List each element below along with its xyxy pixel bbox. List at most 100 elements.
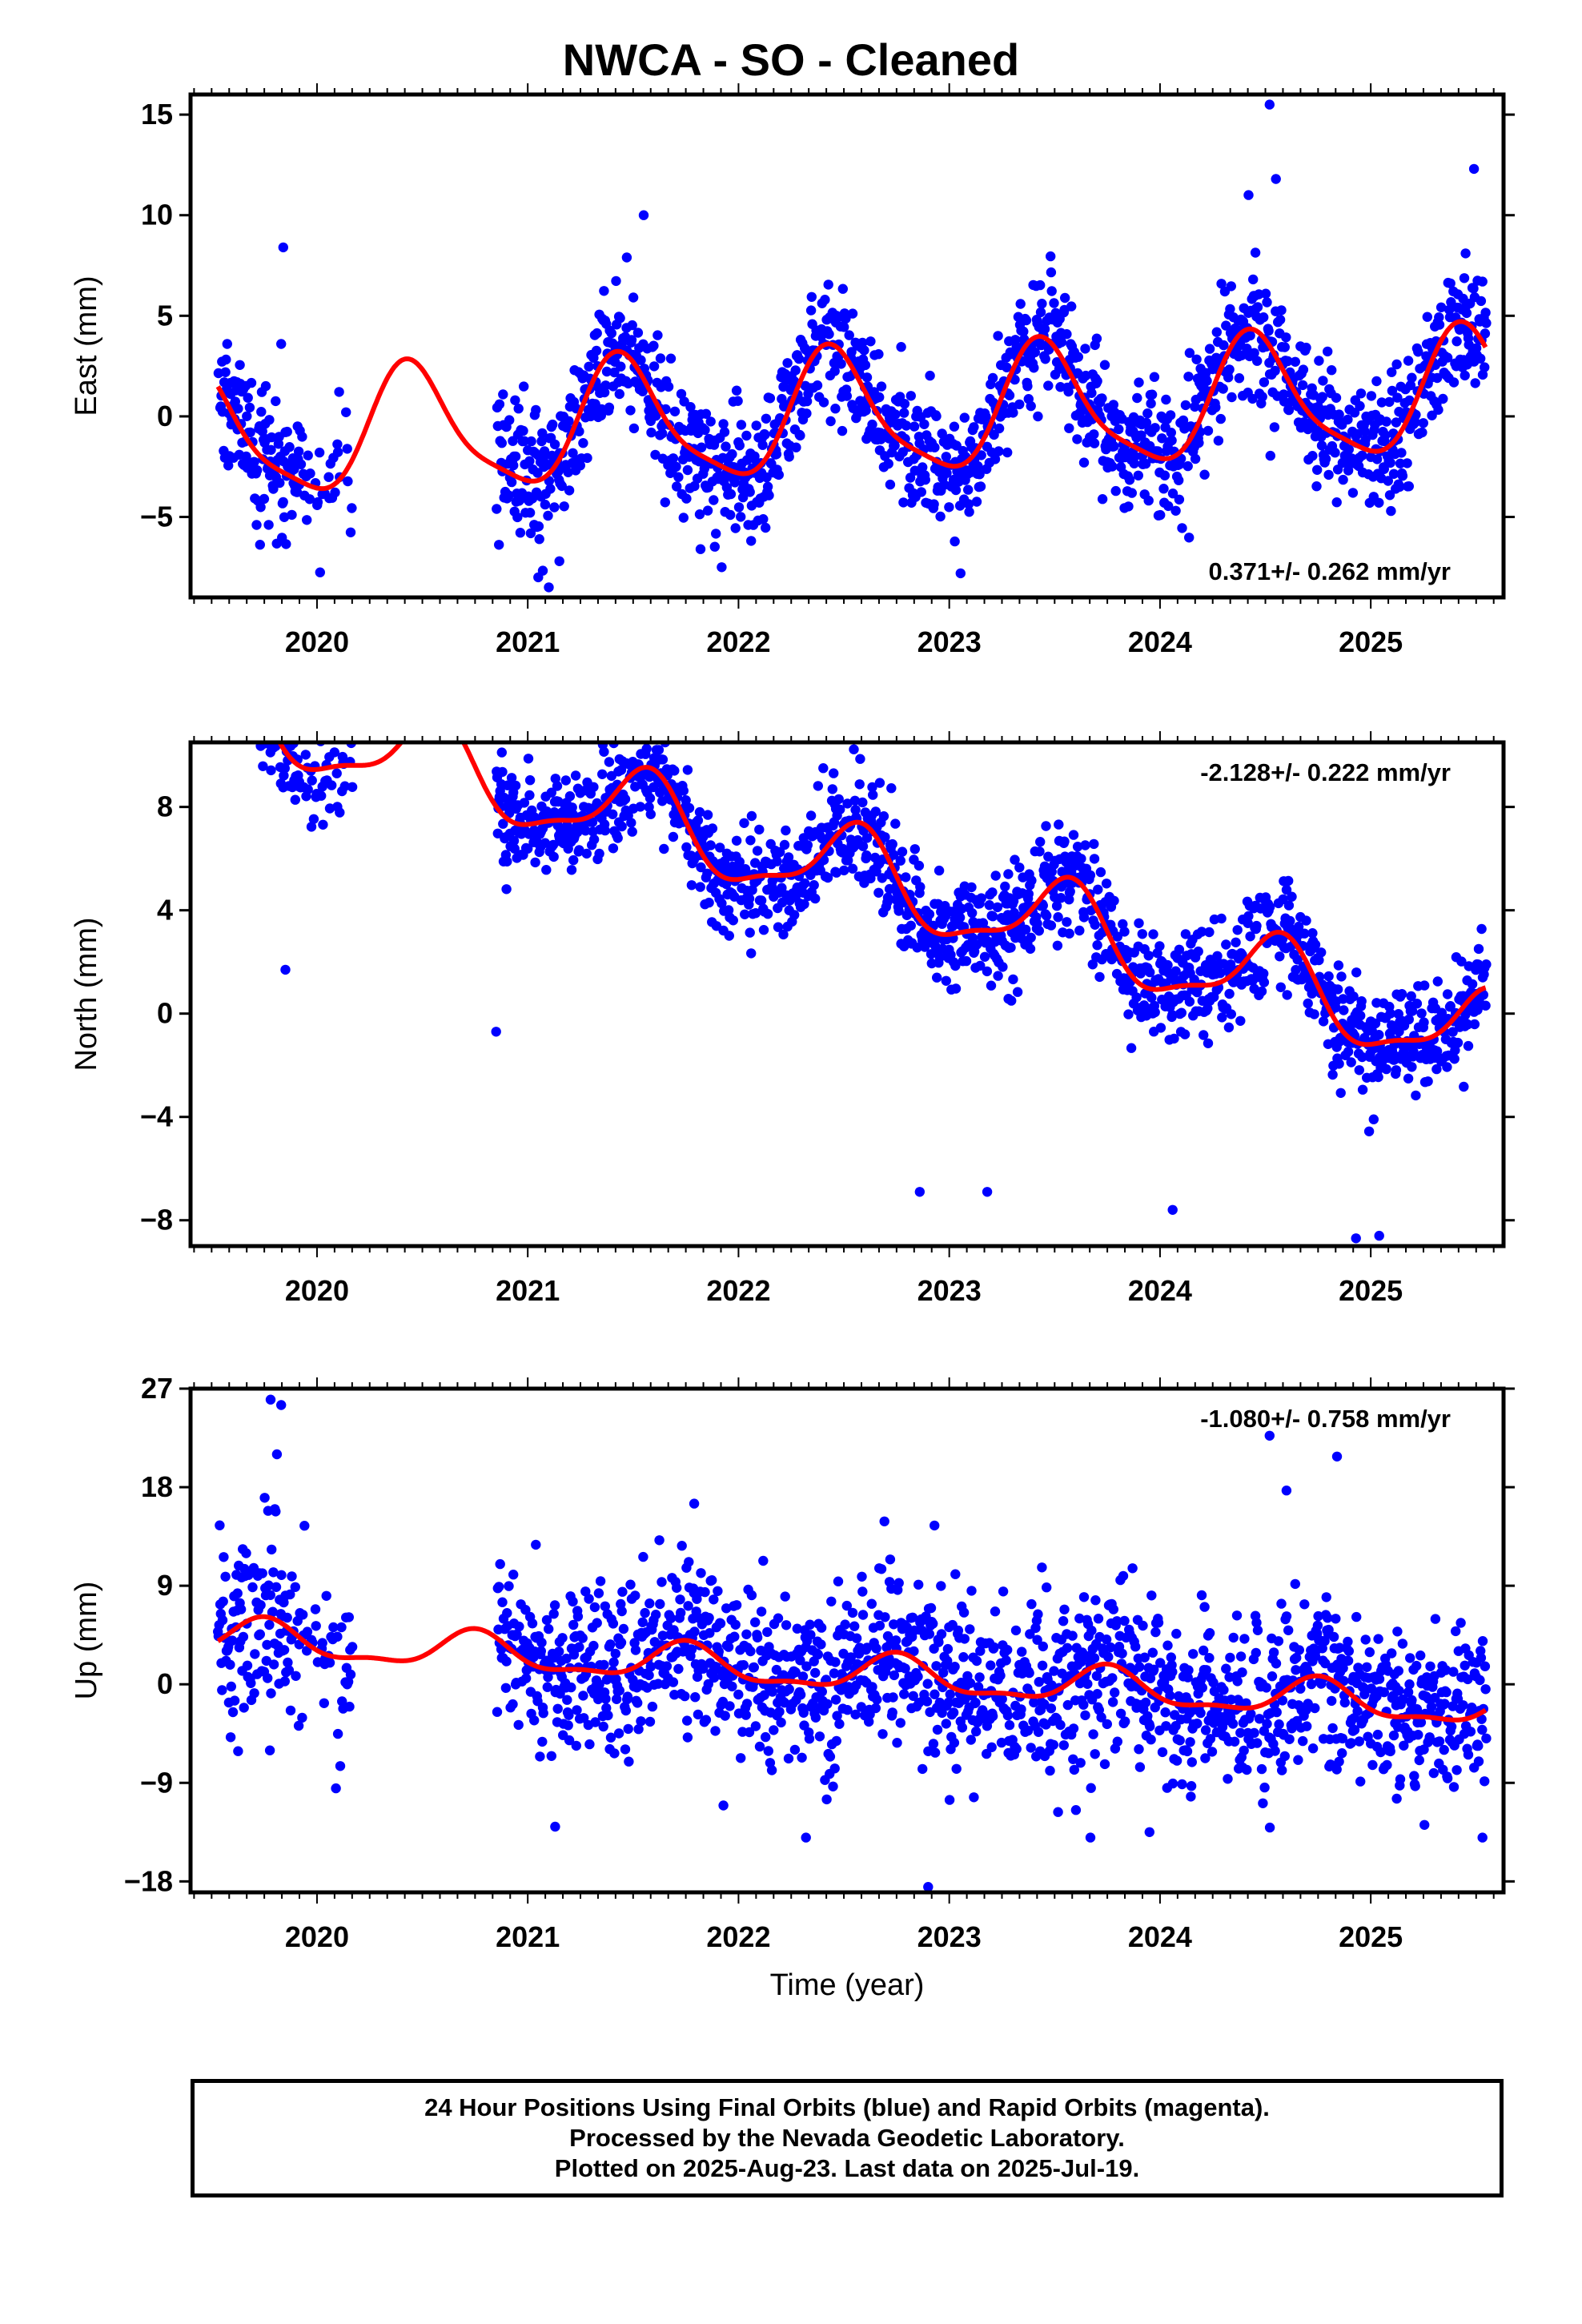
- data-point: [564, 1735, 575, 1746]
- data-point: [314, 447, 325, 458]
- data-point: [1008, 974, 1018, 985]
- data-point: [1089, 438, 1100, 448]
- data-point: [494, 399, 505, 409]
- data-point: [612, 833, 623, 843]
- data-point: [220, 367, 231, 377]
- data-point: [1035, 307, 1046, 318]
- data-point: [857, 1586, 868, 1597]
- data-point: [1338, 1663, 1348, 1674]
- data-point: [1432, 976, 1443, 987]
- data-point: [281, 539, 291, 549]
- data-point: [1092, 376, 1102, 387]
- data-point: [1226, 281, 1237, 292]
- data-point: [1232, 925, 1243, 935]
- data-point: [1094, 971, 1105, 983]
- data-point: [886, 783, 897, 794]
- y-tick-label: 5: [157, 299, 173, 332]
- data-point: [1227, 1719, 1239, 1729]
- data-point: [283, 1665, 295, 1675]
- data-point: [1188, 1649, 1199, 1659]
- data-point: [1339, 1675, 1349, 1687]
- data-point: [335, 807, 345, 818]
- data-point: [873, 349, 884, 360]
- data-point: [1112, 931, 1123, 942]
- data-point: [1218, 384, 1228, 394]
- data-point: [255, 502, 266, 513]
- data-point: [673, 1663, 684, 1675]
- data-point: [1250, 247, 1261, 258]
- data-point: [982, 966, 993, 977]
- data-point: [1246, 1709, 1256, 1719]
- data-point: [686, 880, 697, 891]
- data-point: [1262, 297, 1272, 308]
- data-point: [1155, 1658, 1166, 1668]
- data-point: [1211, 402, 1221, 412]
- data-point: [746, 1590, 757, 1601]
- data-point: [1056, 337, 1067, 348]
- data-point: [766, 1765, 777, 1775]
- data-point: [515, 528, 526, 538]
- data-point: [1355, 1776, 1366, 1787]
- data-point: [1355, 400, 1365, 412]
- data-point: [1463, 1019, 1473, 1030]
- data-point: [1284, 1734, 1295, 1744]
- data-point: [818, 397, 829, 408]
- data-point: [909, 844, 921, 854]
- data-point: [930, 442, 940, 452]
- data-point: [1403, 1687, 1414, 1698]
- data-point: [669, 406, 681, 416]
- data-point: [681, 842, 692, 853]
- data-point: [1259, 312, 1269, 323]
- data-point: [1403, 356, 1414, 366]
- data-point: [632, 1698, 643, 1708]
- data-point: [874, 1620, 885, 1631]
- data-point: [1271, 1659, 1282, 1669]
- data-point: [799, 899, 809, 910]
- data-point: [1223, 1022, 1235, 1033]
- data-point: [1285, 915, 1295, 927]
- data-point: [609, 1748, 620, 1759]
- data-point: [574, 845, 584, 855]
- data-point: [761, 522, 771, 533]
- data-point: [942, 468, 952, 478]
- data-point: [519, 798, 530, 808]
- data-point: [560, 775, 571, 786]
- data-point: [855, 754, 865, 764]
- y-tick-label: 8: [157, 790, 173, 823]
- data-point: [303, 784, 313, 794]
- data-point: [892, 1738, 902, 1748]
- data-point: [1053, 912, 1063, 923]
- data-point: [276, 339, 287, 349]
- data-point: [1427, 410, 1437, 420]
- data-point: [1207, 1747, 1218, 1757]
- data-point: [244, 402, 255, 413]
- data-point: [944, 502, 954, 513]
- data-point: [1249, 348, 1259, 358]
- data-point: [1295, 1683, 1306, 1694]
- data-point: [710, 1726, 721, 1736]
- data-point: [1228, 1632, 1239, 1643]
- data-point: [279, 763, 290, 774]
- data-point: [689, 1626, 700, 1637]
- data-point: [696, 862, 706, 873]
- data-point: [1137, 929, 1148, 939]
- data-point: [1180, 400, 1191, 411]
- data-point: [718, 1800, 729, 1811]
- data-point: [1259, 977, 1270, 987]
- data-point: [508, 835, 520, 846]
- data-point: [736, 512, 746, 522]
- data-point: [572, 1705, 582, 1715]
- data-point: [1359, 426, 1370, 436]
- data-point: [1059, 1604, 1070, 1615]
- data-point: [552, 1703, 563, 1714]
- data-point: [1299, 928, 1310, 939]
- data-point: [1092, 940, 1102, 951]
- data-point: [1085, 870, 1096, 881]
- data-point: [686, 1644, 697, 1655]
- data-point: [990, 870, 1001, 881]
- data-point: [227, 1635, 238, 1646]
- data-point: [976, 450, 986, 460]
- data-point: [260, 380, 271, 392]
- data-point: [682, 1732, 693, 1743]
